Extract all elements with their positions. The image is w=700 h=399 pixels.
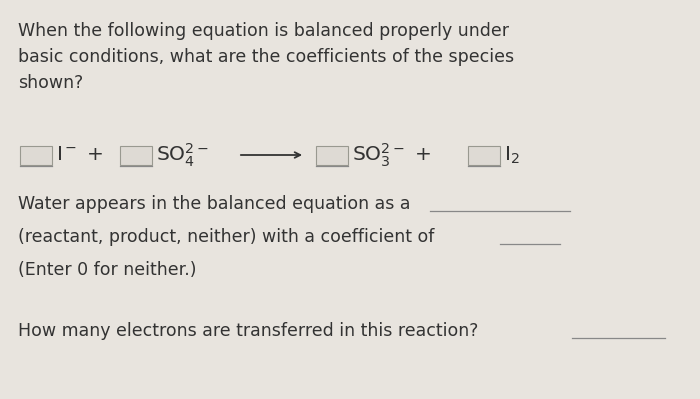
Text: shown?: shown? <box>18 74 83 92</box>
Bar <box>468 146 500 164</box>
Text: (reactant, product, neither) with a coefficient of: (reactant, product, neither) with a coef… <box>18 228 435 246</box>
Bar <box>316 146 348 164</box>
Bar <box>120 146 152 164</box>
Text: Water appears in the balanced equation as a: Water appears in the balanced equation a… <box>18 195 410 213</box>
Text: (Enter 0 for neither.): (Enter 0 for neither.) <box>18 261 197 279</box>
Text: $\mathdefault{I^-}$ +: $\mathdefault{I^-}$ + <box>56 146 103 164</box>
Text: $\mathdefault{SO_4^{2-}}$: $\mathdefault{SO_4^{2-}}$ <box>156 141 209 169</box>
Text: How many electrons are transferred in this reaction?: How many electrons are transferred in th… <box>18 322 478 340</box>
Text: When the following equation is balanced properly under: When the following equation is balanced … <box>18 22 509 40</box>
Text: basic conditions, what are the coefficients of the species: basic conditions, what are the coefficie… <box>18 48 514 66</box>
Bar <box>20 146 52 164</box>
Text: $\mathdefault{SO_3^{2-}}$ +: $\mathdefault{SO_3^{2-}}$ + <box>352 141 430 169</box>
Text: $\mathdefault{I_2}$: $\mathdefault{I_2}$ <box>504 144 519 166</box>
